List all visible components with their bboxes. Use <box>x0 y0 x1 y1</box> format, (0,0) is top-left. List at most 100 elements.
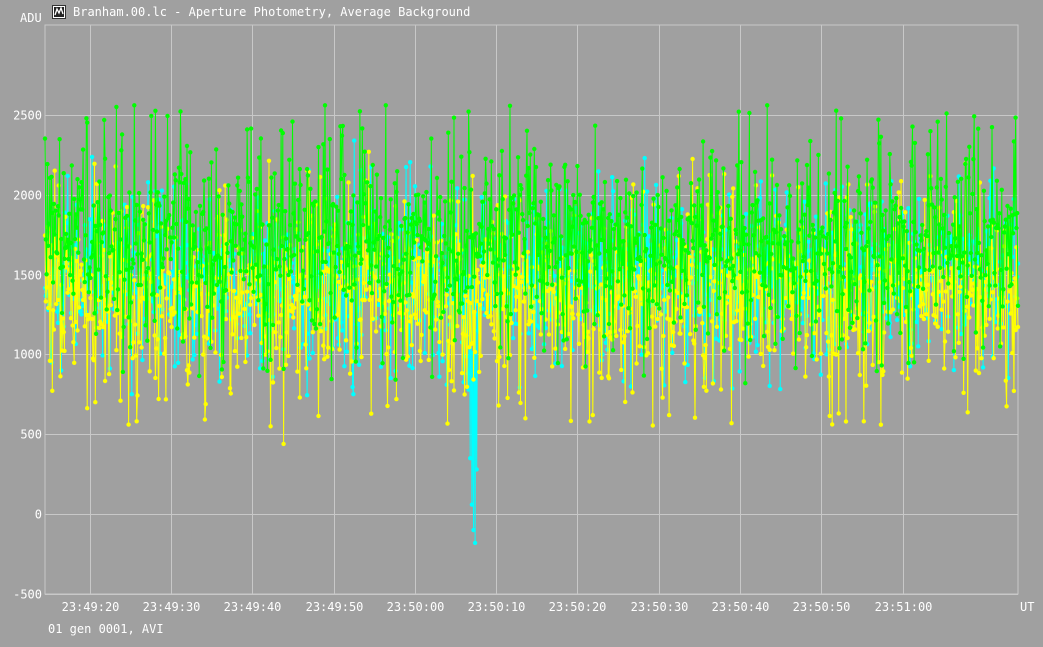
data-point <box>190 223 195 228</box>
data-point <box>107 193 113 198</box>
data-point <box>938 176 944 182</box>
data-point <box>1015 210 1020 216</box>
data-point <box>356 250 362 255</box>
data-point <box>795 259 800 265</box>
data-point <box>736 109 741 114</box>
data-point <box>537 213 542 218</box>
data-point <box>219 374 225 380</box>
data-point <box>786 304 791 309</box>
data-point <box>844 220 849 225</box>
data-point <box>801 290 806 295</box>
data-point <box>192 244 198 249</box>
data-point <box>710 232 716 237</box>
data-point <box>671 320 677 325</box>
data-point <box>436 350 441 356</box>
data-point <box>496 403 501 408</box>
data-point <box>320 259 325 264</box>
data-point <box>91 358 96 363</box>
data-point <box>248 295 254 301</box>
data-point <box>926 358 931 363</box>
data-point <box>412 312 418 317</box>
data-point <box>800 258 806 264</box>
data-point <box>165 113 170 119</box>
data-point <box>694 223 699 228</box>
data-point <box>382 224 388 230</box>
data-point <box>330 201 336 207</box>
data-point <box>291 211 296 216</box>
data-point <box>322 103 328 108</box>
data-point <box>528 304 534 309</box>
data-point <box>421 194 426 199</box>
data-point <box>386 219 392 224</box>
data-point <box>819 229 824 234</box>
data-point <box>764 234 769 240</box>
data-point <box>826 171 832 176</box>
data-point <box>899 370 905 375</box>
data-point <box>688 275 694 280</box>
data-point <box>162 232 168 238</box>
data-point <box>100 218 105 224</box>
data-point <box>469 502 475 507</box>
data-point <box>244 289 250 294</box>
data-point <box>933 314 939 319</box>
data-point <box>203 401 208 407</box>
data-point <box>884 236 889 242</box>
data-point <box>705 237 710 242</box>
data-point <box>323 259 328 265</box>
data-point <box>140 257 145 262</box>
data-point <box>563 253 569 258</box>
data-point <box>590 412 595 418</box>
data-point <box>701 304 707 309</box>
data-point <box>908 345 914 351</box>
data-point <box>640 166 645 171</box>
data-point <box>700 320 705 326</box>
data-point <box>286 353 291 359</box>
data-point <box>201 178 207 183</box>
data-point <box>178 287 183 292</box>
data-point <box>154 293 160 298</box>
data-point <box>605 347 610 352</box>
data-point <box>114 348 119 353</box>
data-point <box>718 231 723 236</box>
data-point <box>758 179 763 184</box>
data-point <box>398 298 403 303</box>
data-point <box>170 225 175 230</box>
data-point <box>655 192 660 198</box>
data-point <box>769 157 775 162</box>
data-point <box>73 319 79 325</box>
data-point <box>241 277 246 282</box>
y-tick-label: 1000 <box>13 348 42 362</box>
data-point <box>85 272 91 277</box>
data-point <box>377 233 382 238</box>
data-point <box>634 361 639 366</box>
data-point <box>154 229 160 234</box>
data-point <box>536 252 541 257</box>
data-point <box>66 286 71 292</box>
data-point <box>54 301 59 307</box>
data-point <box>43 237 48 242</box>
data-point <box>668 318 673 323</box>
data-point <box>1015 324 1021 330</box>
data-point <box>430 352 436 358</box>
data-point <box>619 367 624 373</box>
data-point <box>141 217 146 222</box>
data-point <box>1000 304 1005 309</box>
data-point <box>591 326 596 332</box>
data-point <box>257 366 263 371</box>
data-point <box>987 283 992 288</box>
data-point <box>553 346 558 351</box>
data-point <box>364 239 369 244</box>
data-point <box>136 340 142 345</box>
data-point <box>753 349 759 354</box>
data-point <box>823 181 828 186</box>
limovie-app-icon[interactable] <box>52 5 66 19</box>
data-point <box>943 184 948 189</box>
data-point <box>274 267 279 272</box>
data-point <box>366 149 371 154</box>
data-point <box>849 227 854 232</box>
data-point <box>322 229 327 234</box>
data-point <box>927 267 932 273</box>
data-point <box>954 253 960 259</box>
data-point <box>158 285 163 290</box>
data-point <box>564 337 569 342</box>
